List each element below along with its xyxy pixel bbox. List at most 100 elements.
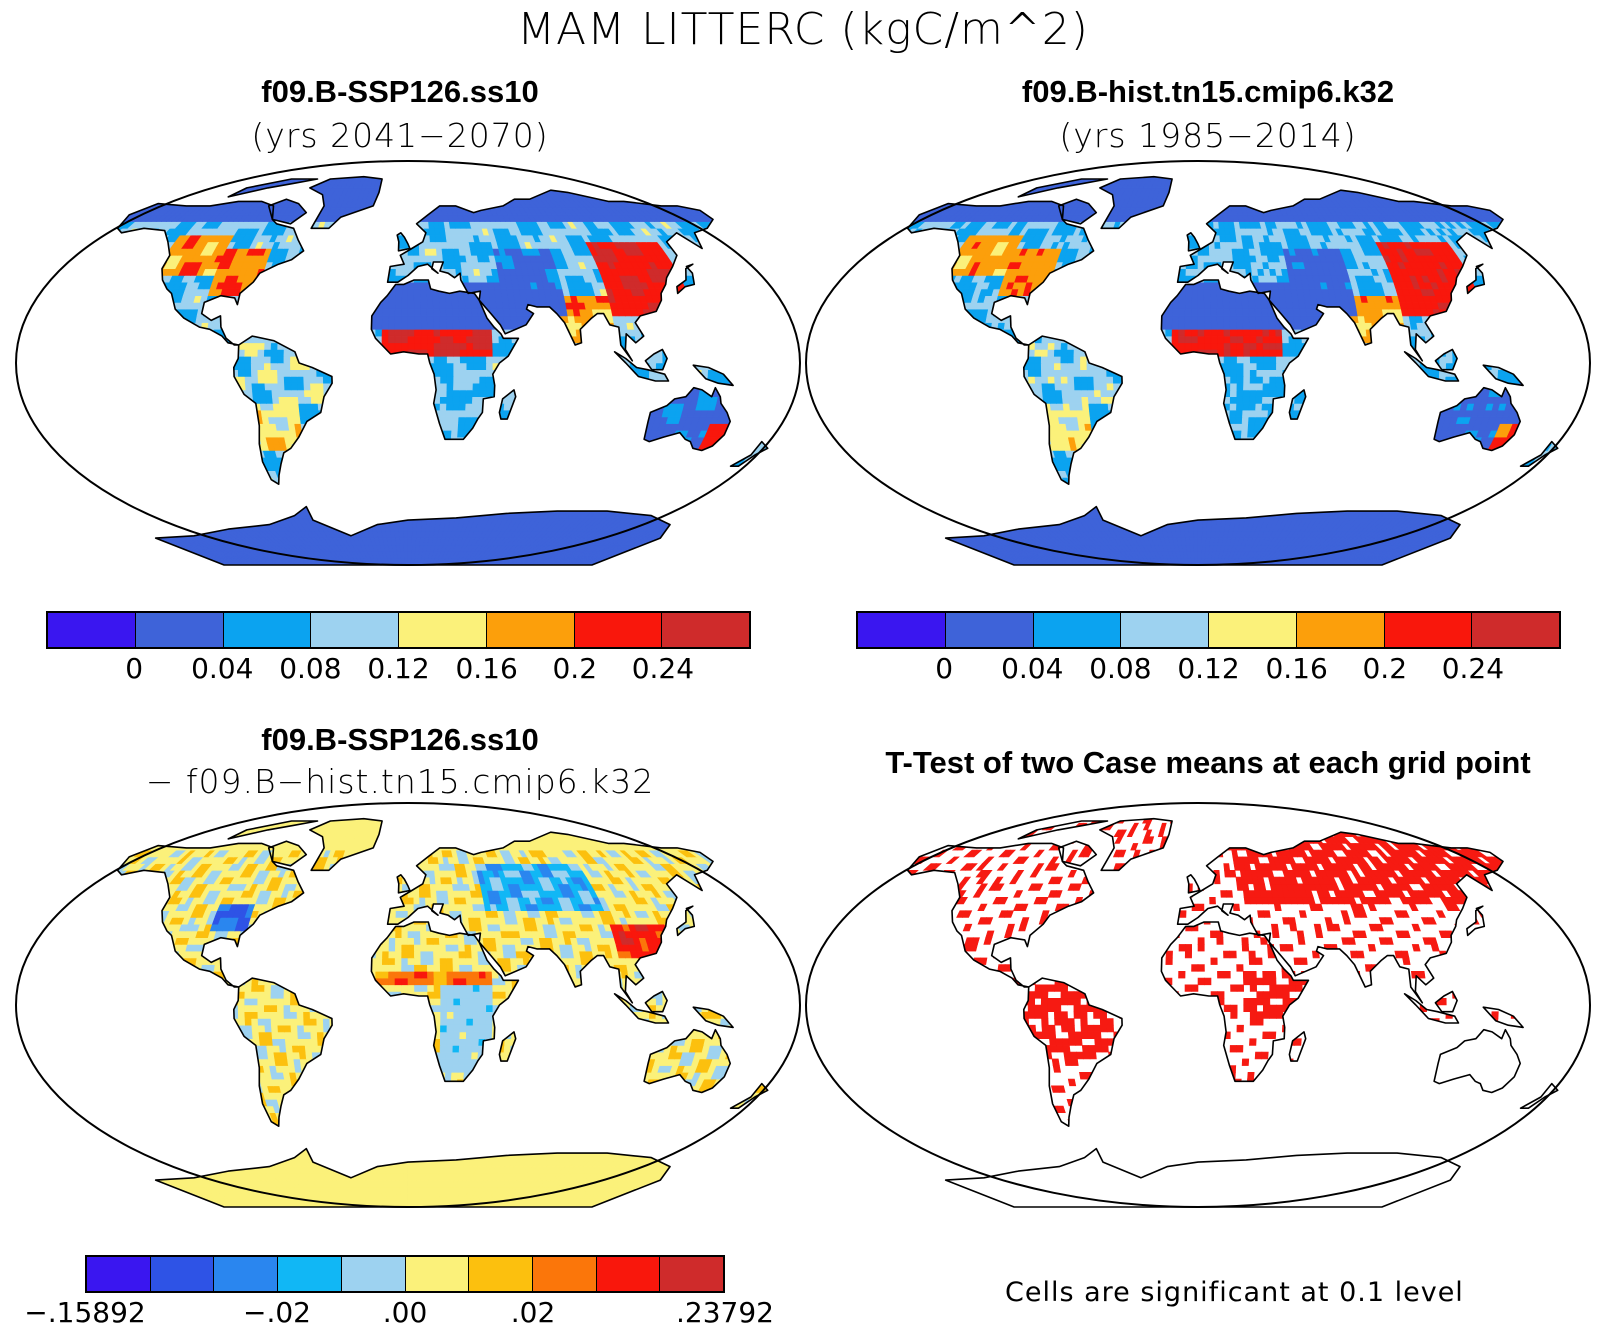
map-cell [466, 362, 474, 370]
map-cell [76, 484, 89, 491]
map-cell [420, 302, 428, 310]
map-cell [414, 335, 422, 344]
map-cell [458, 308, 466, 317]
map-cell [142, 517, 160, 525]
map-cell [322, 376, 331, 384]
map-cell [485, 349, 494, 357]
panel-bl-title: f09.B-SSP126.ss10 [0, 722, 800, 758]
map-cell [446, 342, 455, 350]
map-cell [283, 356, 291, 364]
map-cell [481, 288, 490, 296]
map-cell [270, 356, 278, 364]
map-cell [278, 396, 287, 404]
map-cell [407, 530, 413, 539]
map-cell [439, 329, 448, 337]
map-cell [56, 464, 68, 471]
map-cell [466, 369, 474, 377]
map-cell [457, 423, 466, 431]
map-cell [382, 308, 390, 317]
map-cell [477, 315, 486, 323]
map-cell [679, 517, 698, 525]
map-cell [403, 544, 409, 552]
map-cell [407, 302, 415, 310]
map-cell [257, 362, 265, 370]
map-cell [492, 356, 500, 364]
map-cell [290, 369, 298, 377]
map-cell [264, 342, 272, 350]
map-cell [420, 322, 428, 330]
map-cell [446, 396, 454, 404]
map-cell [244, 369, 252, 377]
map-cell [283, 369, 291, 377]
map-cell [413, 308, 422, 317]
map-cell [453, 335, 461, 344]
map-cell [277, 349, 285, 357]
map-cell [96, 498, 110, 505]
map-cell [407, 537, 413, 546]
map-cell [403, 551, 409, 559]
map-cell [465, 329, 474, 337]
map-cell [514, 302, 523, 310]
map-cell [250, 356, 259, 364]
map-cell [259, 403, 268, 411]
map-cell [244, 376, 253, 384]
map-cell [244, 382, 253, 391]
map-cell [502, 302, 510, 310]
map-cell [237, 356, 245, 364]
map-cell [303, 376, 311, 384]
map-cell [414, 315, 422, 323]
map-cell [465, 396, 473, 404]
map-cell [89, 491, 102, 498]
map-cell [123, 510, 140, 519]
map-cell [426, 315, 435, 323]
map-cell [446, 382, 454, 391]
map-cell [446, 315, 454, 323]
map-cell [403, 537, 409, 546]
map-cell [309, 369, 318, 377]
map-cell [250, 362, 259, 370]
map-cell [284, 389, 293, 397]
map-cell [414, 322, 422, 330]
map-cell [440, 335, 448, 344]
panel-tr-title: f09.B-hist.tn15.cmip6.k32 [808, 74, 1606, 110]
map-cell [62, 471, 74, 478]
map-cell [264, 356, 272, 364]
map-cell [381, 322, 390, 330]
map-cell [69, 478, 82, 485]
map-cell [700, 504, 718, 512]
map-cell [439, 403, 447, 411]
map-cell [401, 322, 409, 330]
map-cell [388, 295, 396, 303]
map-cell [270, 369, 278, 377]
map-cell [388, 329, 396, 337]
map-cell [445, 302, 453, 310]
map-cell [426, 308, 434, 317]
map-cell [488, 295, 497, 303]
map-cell [251, 382, 260, 391]
map-cell [388, 335, 396, 344]
map-cell [471, 315, 480, 323]
map-cell [466, 356, 474, 364]
map-cell [51, 457, 62, 464]
map-cell [100, 504, 114, 511]
map-cell [445, 295, 453, 303]
map-cell [270, 349, 278, 357]
map-cell [485, 376, 494, 384]
map-cell [427, 335, 435, 344]
map-cell [407, 288, 415, 296]
map-cell [263, 369, 272, 377]
map-cell [433, 335, 441, 344]
map-cell [472, 369, 481, 377]
map-cell [414, 329, 422, 337]
map-cell [675, 517, 693, 525]
map-cell [401, 329, 409, 337]
map-cell [394, 322, 402, 330]
map-cell [118, 517, 137, 525]
map-cell [471, 322, 480, 330]
map-cell [466, 342, 474, 350]
map-cell [293, 416, 302, 424]
map-cell [699, 497, 716, 505]
panel-tl-title: f09.B-SSP126.ss10 [0, 74, 800, 110]
map-cell [420, 288, 428, 296]
map-cell [465, 389, 474, 397]
